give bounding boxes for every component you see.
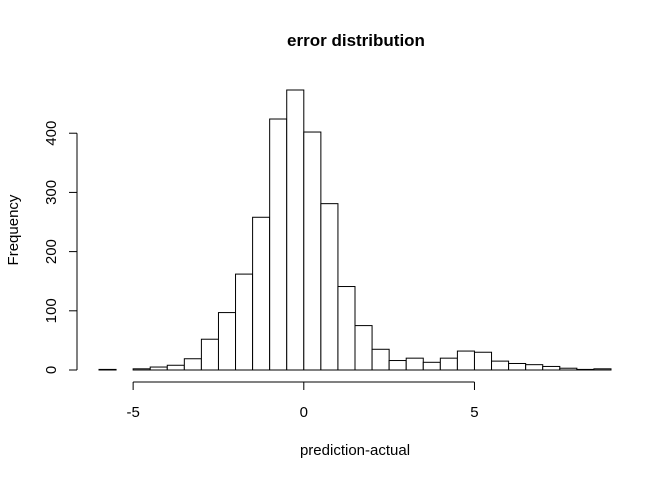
y-tick-label: 0: [43, 366, 60, 374]
histogram-bar: [559, 367, 578, 371]
histogram-bar: [98, 368, 117, 371]
histogram-bar: [149, 366, 168, 371]
bars-group: [98, 89, 612, 371]
histogram-bar: [593, 368, 612, 371]
histogram-bar: [166, 364, 185, 371]
histogram-bar: [132, 368, 151, 371]
histogram-bar: [473, 351, 493, 371]
y-tick-label: 400: [43, 121, 60, 146]
histogram-bar: [508, 362, 527, 371]
histogram-bar: [354, 325, 373, 371]
histogram-bar: [217, 312, 237, 371]
histogram-bar: [371, 348, 390, 371]
y-tick-label: 200: [43, 239, 60, 264]
y-tick-label: 300: [43, 180, 60, 205]
x-tick-label: -5: [126, 404, 139, 421]
histogram-bar: [269, 118, 288, 371]
x-axis: -5 0 5: [126, 381, 479, 421]
x-tick-label: 5: [470, 404, 478, 421]
histogram-bar: [303, 131, 322, 371]
histogram-bar: [456, 350, 475, 371]
histogram-bar: [337, 286, 356, 371]
y-axis: 0 100 200 300 400: [43, 121, 78, 374]
x-axis-label: prediction-actual: [300, 442, 410, 459]
chart-title: error distribution: [287, 31, 425, 50]
histogram-bar: [200, 338, 219, 371]
histogram-bar: [320, 203, 339, 371]
histogram-bar: [576, 368, 595, 371]
histogram-bar: [525, 364, 544, 371]
histogram-bar: [286, 89, 305, 371]
x-tick-label: 0: [300, 404, 308, 421]
histogram-bar: [252, 216, 271, 371]
histogram-bar: [542, 365, 561, 371]
histogram-bar: [405, 357, 424, 371]
histogram-bar: [439, 357, 458, 371]
histogram-bar: [235, 273, 254, 371]
histogram-bar: [422, 361, 441, 371]
y-tick-label: 100: [43, 298, 60, 323]
histogram-bar: [388, 360, 407, 371]
histogram-bar: [183, 358, 202, 371]
histogram-bar: [491, 360, 510, 371]
y-axis-label: Frequency: [5, 194, 22, 265]
